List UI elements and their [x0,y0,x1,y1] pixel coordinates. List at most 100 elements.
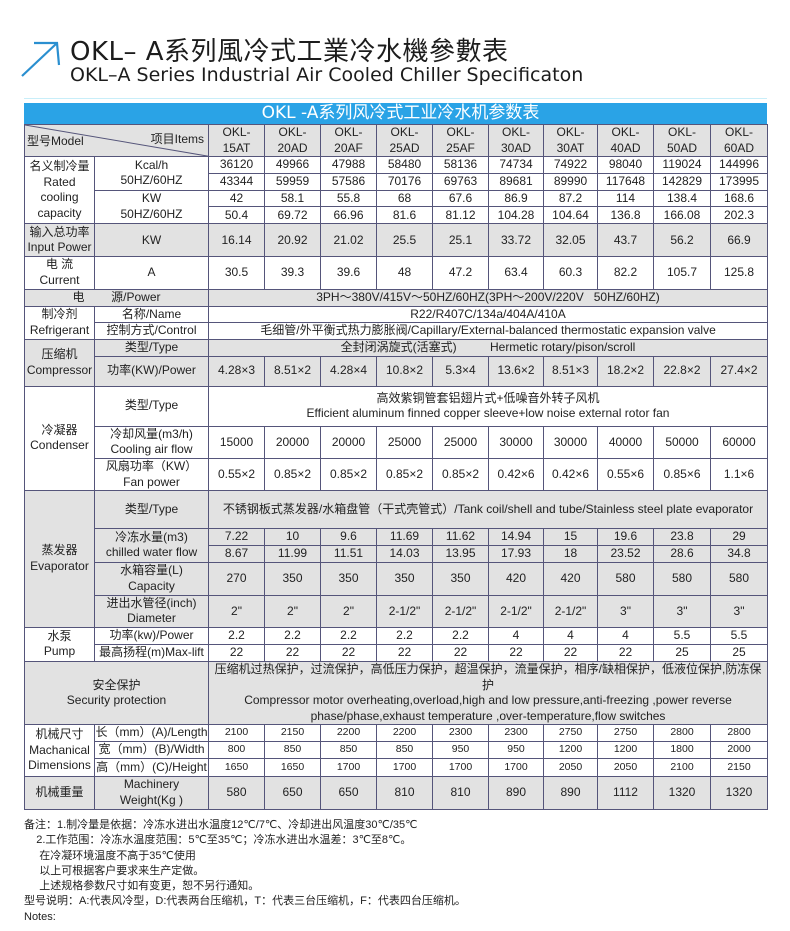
value-cell: 11.99 [264,545,321,563]
value-cell: 33.72 [488,223,544,258]
value-cell: 104.28 [488,206,544,225]
value-cell: 13.95 [432,545,489,563]
value-cell: 2-1/2" [488,594,544,628]
value-cell: 30000 [488,425,544,459]
unit-label: KW [94,223,209,258]
value-cell: 25 [653,643,711,662]
value-cell: 98040 [597,156,654,174]
value-cell: 5.5 [653,626,711,645]
value-cell: 2200 [320,724,377,743]
sub-label: 进出水管径(inch) Diameter [94,594,209,628]
sub-label: 最高扬程(m)Max-lift [94,643,209,662]
evaporator-label: 蒸发器 Evaporator [24,490,95,628]
sub-label: 类型/Type [94,490,209,530]
value-cell: 114 [597,189,654,208]
value-cell: 202.3 [710,206,768,225]
input-power-label: 输入总功率 Input Power [24,223,95,258]
value-cell: 22 [264,643,321,662]
value-cell: 22 [597,643,654,662]
value-cell: 43.7 [597,223,654,258]
value-cell: 0.85×6 [653,457,711,492]
value-cell: 28.6 [653,545,711,563]
table-row: 43344 59959 57586 70176 69763 89681 89990 11764… [25,172,768,191]
model-header: OKL- 20AD [264,123,321,158]
value-cell: 5.5 [710,626,768,645]
diagonal-divider [25,125,208,156]
value-cell: 2750 [543,724,598,743]
value-cell: 1700 [488,757,544,777]
sub-label: 风扇功率（KW） Fan power [94,457,209,492]
compressor-type-value: 全封闭涡旋式(活塞式) Hermetic rotary/pison/scroll [208,339,768,357]
value-cell: 125.8 [710,256,768,290]
table-row: 冷却风量(m3/h) Cooling air flow 15000 20000 200… [25,425,768,459]
value-cell: 420 [543,561,598,596]
value-cell: 18.2×2 [597,355,654,387]
value-cell: 5.3×4 [432,355,489,387]
value-cell: 2750 [597,724,654,743]
note-line: 2.工作范围：冷冻水温度范围：5℃至35℃；冷冻水进出水温差：3℃至8℃。 [24,834,412,847]
value-cell: 66.9 [710,223,768,258]
value-cell: 2" [264,594,321,628]
model-header: OKL- 40AD [597,123,654,158]
pump-label: 水泵 Pump [24,626,95,662]
value-cell: 420 [488,561,544,596]
value-cell: 2100 [208,724,265,743]
page-subtitle: OKL–A Series Industrial Air Cooled Chill… [70,64,584,86]
value-cell: 0.55×2 [208,457,265,492]
value-cell: 43344 [208,172,265,191]
sub-label: 水箱容量(L) Capacity [94,561,209,596]
value-cell: 2150 [264,724,321,743]
value-cell: 69763 [432,172,489,191]
value-cell: 0.55×6 [597,457,654,492]
model-header: OKL- 15AT [208,123,265,158]
value-cell: 11.69 [376,528,433,547]
value-cell: 2.2 [208,626,265,645]
value-cell: 27.4×2 [710,355,768,387]
model-header: OKL- 50AD [653,123,711,158]
value-cell: 142829 [653,172,711,191]
value-cell: 2.2 [376,626,433,645]
value-cell: 19.6 [597,528,654,547]
value-cell: 3" [597,594,654,628]
value-cell: 22 [543,643,598,662]
value-cell: 67.6 [432,189,489,208]
sub-label: 长（mm）(A)/Length [94,724,209,743]
table-row: 制冷剂 Refrigerant 名称/Name R22/R407C/134a/404… [24,305,768,341]
sub-label: Machinery Weight(Kg ) [94,775,209,810]
value-cell: 68 [376,189,433,208]
value-cell: 950 [488,741,544,759]
value-cell: 580 [710,561,768,596]
value-cell: 63.4 [488,256,544,290]
cooling-label: 名义制冷量 Rated cooling capacity [24,156,95,225]
value-cell: 49966 [264,156,321,174]
evaporator-type-value: 不锈钢板式蒸发器/水箱盘管（干式壳管式）/Tank coil/shell and… [208,490,768,530]
model-header: OKL- 30AT [543,123,598,158]
value-cell: 55.8 [320,189,377,208]
note-line: 以上可根据客户要求来生产定做。 [24,864,205,877]
value-cell: 14.03 [376,545,433,563]
value-cell: 25.1 [432,223,489,258]
value-cell: 650 [264,775,321,810]
value-cell: 14.94 [488,528,544,547]
value-cell: 89681 [488,172,544,191]
refrigerant-label: 制冷剂 Refrigerant [24,305,95,341]
table-row: 水泵 Pump 功率(kw)/Power 2.2 2.2 2.2 2.2 2.2 4 4 4 5.5… [24,626,768,662]
weight-label: 机械重量 [24,775,95,810]
value-cell: 21.02 [320,223,377,258]
table-row: 蒸发器 Evaporator 类型/Type 不锈钢板式蒸发器/水箱盘管（干式壳管式… [24,490,768,628]
note-line: Notes: [24,910,56,923]
header-model-items: 型号Model 项目Items [24,123,209,158]
table-row: 水箱容量(L) Capacity 270 350 350 350 350 420 420 580… [25,561,768,596]
value-cell: 800 [208,741,265,759]
value-cell: 2050 [597,757,654,777]
value-cell: 32.05 [543,223,598,258]
value-cell: 25000 [376,425,433,459]
value-cell: 10 [264,528,321,547]
table-row: 50.4 69.72 66.96 81.6 81.12 104.28 104.64 136.8… [25,206,768,225]
value-cell: 580 [597,561,654,596]
notes: 备注：1.制冷量是依据：冷冻水进出水温度12℃/7℃、冷却进出风温度30℃/35… [24,818,466,925]
value-cell: 2.2 [432,626,489,645]
value-cell: 10.8×2 [376,355,433,387]
value-cell: 17.93 [488,545,544,563]
value-cell: 1650 [264,757,321,777]
